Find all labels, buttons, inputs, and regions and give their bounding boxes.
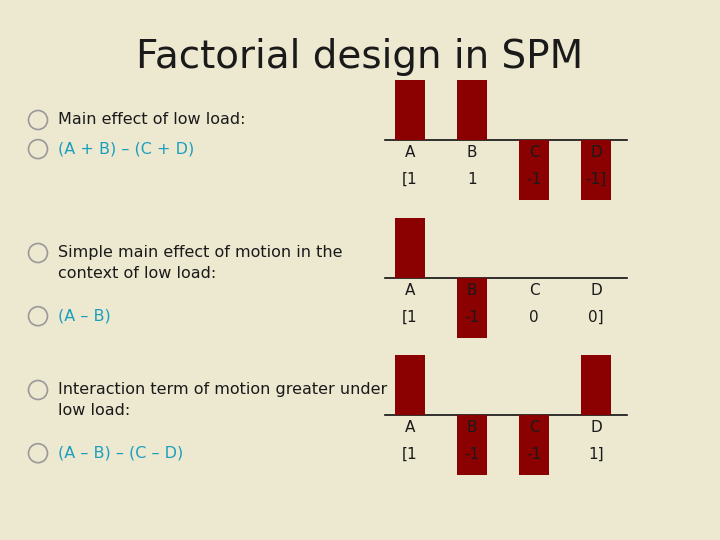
Bar: [395, 355, 425, 415]
Text: 0: 0: [529, 310, 539, 325]
Bar: [457, 415, 487, 475]
Text: C: C: [528, 283, 539, 298]
Text: 1: 1: [467, 172, 477, 187]
Text: -1]: -1]: [585, 172, 606, 187]
Text: B: B: [467, 145, 477, 160]
Text: C: C: [528, 145, 539, 160]
Bar: [395, 218, 425, 278]
Text: D: D: [590, 145, 602, 160]
Text: -1: -1: [464, 310, 480, 325]
Text: (A + B) – (C + D): (A + B) – (C + D): [58, 141, 194, 156]
Text: Interaction term of motion greater under
low load:: Interaction term of motion greater under…: [58, 382, 387, 418]
Text: Factorial design in SPM: Factorial design in SPM: [136, 38, 584, 76]
Text: (A – B): (A – B): [58, 308, 111, 323]
Text: [1: [1: [402, 172, 418, 187]
Text: -1: -1: [526, 447, 541, 462]
Text: Simple main effect of motion in the
context of low load:: Simple main effect of motion in the cont…: [58, 245, 343, 281]
Text: A: A: [405, 145, 415, 160]
Text: A: A: [405, 420, 415, 435]
Bar: [457, 80, 487, 140]
Text: -1: -1: [464, 447, 480, 462]
Text: D: D: [590, 283, 602, 298]
Bar: [581, 140, 611, 200]
Bar: [395, 80, 425, 140]
Bar: [519, 415, 549, 475]
Text: (A – B) – (C – D): (A – B) – (C – D): [58, 445, 184, 460]
Text: 1]: 1]: [588, 447, 604, 462]
Text: B: B: [467, 283, 477, 298]
Text: C: C: [528, 420, 539, 435]
Bar: [457, 278, 487, 338]
Text: [1: [1: [402, 310, 418, 325]
Text: D: D: [590, 420, 602, 435]
Text: B: B: [467, 420, 477, 435]
Text: [1: [1: [402, 447, 418, 462]
Text: 0]: 0]: [588, 310, 604, 325]
Text: A: A: [405, 283, 415, 298]
Text: Main effect of low load:: Main effect of low load:: [58, 112, 246, 127]
Bar: [581, 355, 611, 415]
Text: -1: -1: [526, 172, 541, 187]
Bar: [519, 140, 549, 200]
